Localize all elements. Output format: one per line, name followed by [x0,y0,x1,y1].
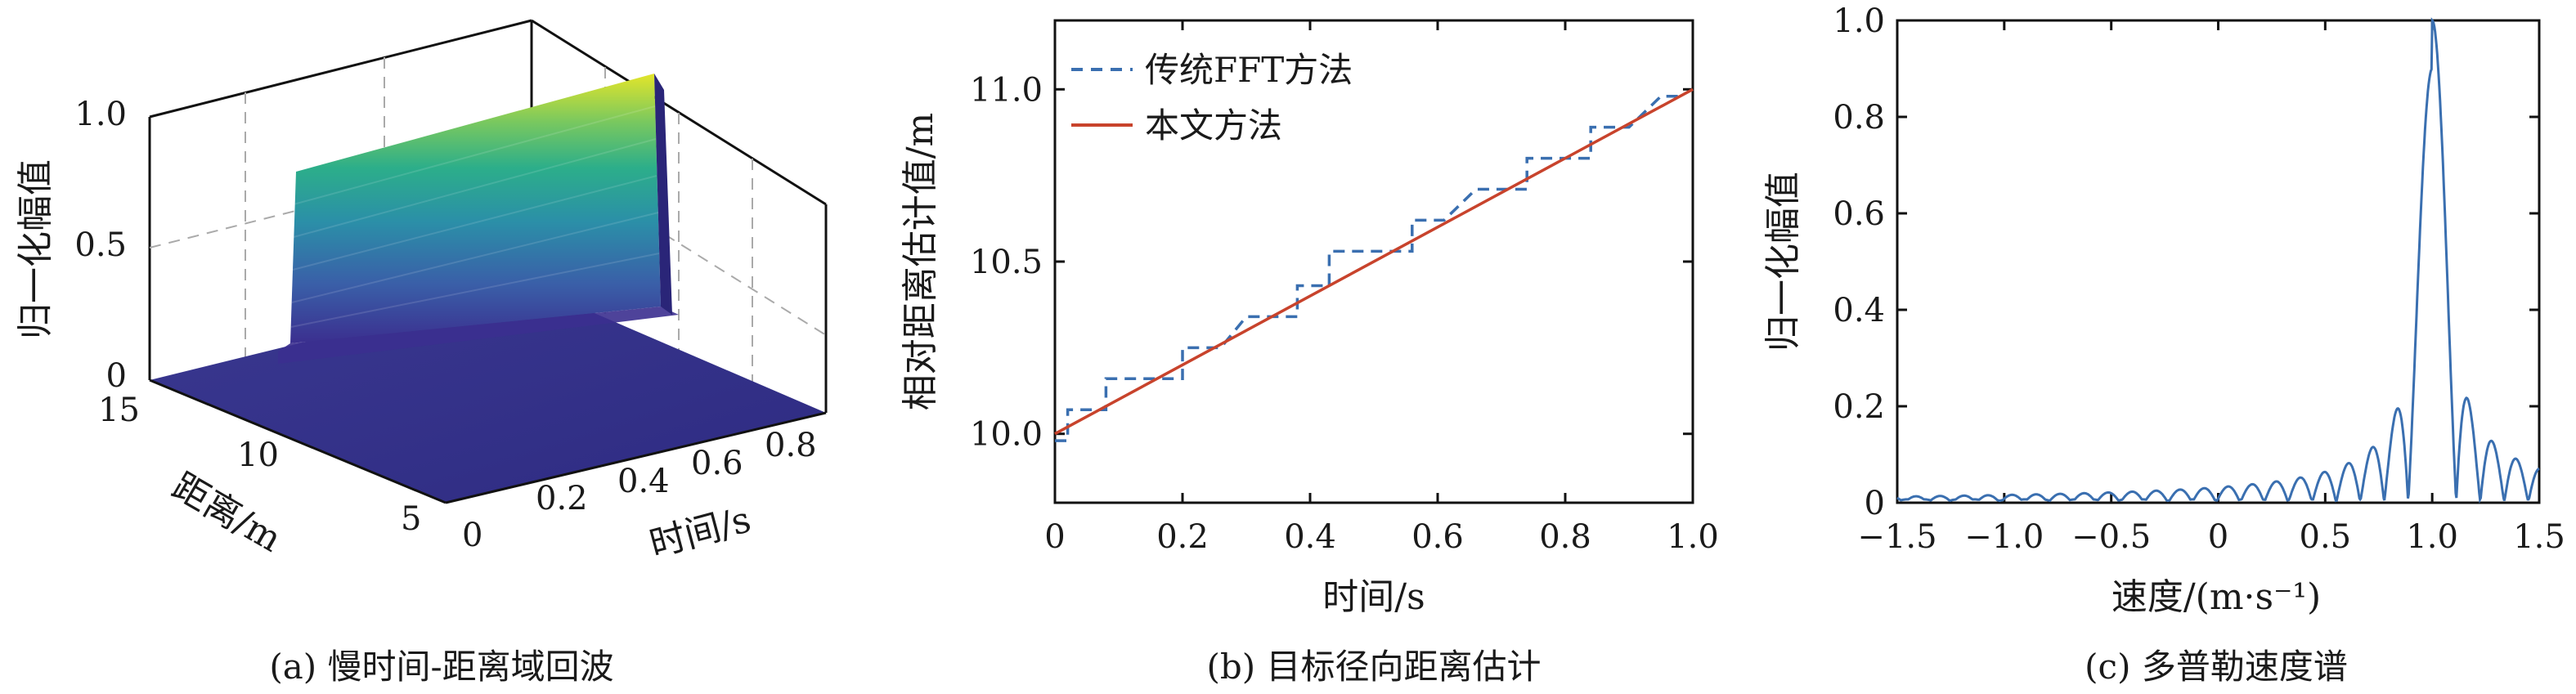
b-y-tick-label: 10.5 [970,244,1043,281]
series-proposed-line [1054,87,1694,436]
x-axis-title: 时间/s [645,499,755,566]
b-x-tick-label: 0.8 [1539,518,1591,556]
series-fft-line [1055,94,1681,442]
x-tick-04: 0.4 [617,463,670,500]
b-x-tick-label: 0.2 [1156,518,1209,556]
b-y-tick-label: 10.0 [970,416,1043,454]
c-y-tick-label: 0 [1865,485,1885,522]
c-x-axis-title: 速度/(m·s⁻¹) [2112,576,2321,618]
surface-peak [278,74,679,364]
panel-c-doppler-spectrum: −1.5 −1.0 −0.5 0 0.5 1.0 1.5 0 0.2 0.4 0.6 0.8 1.0 速… [1762,2,2565,687]
b-x-tick-label: 0 [1044,518,1065,556]
c-x-tick-label: −1.5 [1857,518,1936,556]
y-tick-5: 5 [401,500,421,538]
b-series [1054,87,1694,442]
c-y-tick-label: 0.8 [1833,99,1885,137]
c-y-tick-label: 1.0 [1833,2,1885,40]
y-tick-15: 15 [98,392,140,429]
c-x-tick-label: 0 [2208,518,2228,556]
c-x-tick-label: −1.0 [1964,518,2044,556]
plot-frame-c [1896,19,2541,504]
c-y-tick-label: 0.4 [1833,292,1885,329]
z-axis-title: 归一化幅值 [15,159,56,339]
c-x-tick-label: 1.0 [2406,518,2458,556]
c-x-tick-label: 1.5 [2513,518,2565,556]
panel-b-range-estimate: 0 0.2 0.4 0.6 0.8 1.0 10.0 10.5 11.0 时间/s 相对距离估计… [900,19,1719,687]
b-x-tick-label: 0.6 [1411,518,1464,556]
caption-a: (a) 慢时间-距离域回波 [269,647,613,687]
c-y-tick-label: 0.2 [1833,388,1885,426]
x-tick-06: 0.6 [691,445,743,482]
c-series [1896,17,2540,504]
caption-b: (b) 目标径向距离估计 [1206,647,1541,687]
b-x-tick-label: 1.0 [1667,518,1719,556]
c-x-tick-label: 0.5 [2300,518,2352,556]
c-ticks [1896,19,2541,504]
c-x-tick-label: −0.5 [2071,518,2151,556]
legend-label-proposed: 本文方法 [1145,105,1282,146]
legend-label-fft: 传统FFT方法 [1145,50,1353,90]
caption-c: (c) 多普勒速度谱 [2085,647,2348,687]
z-tick-2: 0.5 [74,226,127,264]
legend-b: 传统FFT方法 本文方法 [1071,50,1353,146]
z-tick-3: 0 [106,357,127,395]
b-tick-labels: 0 0.2 0.4 0.6 0.8 1.0 10.0 10.5 11.0 [970,71,1719,556]
b-y-tick-label: 11.0 [970,71,1043,109]
y-tick-10: 10 [237,437,279,474]
series-doppler-spectrum [1896,17,2540,504]
z-tick-labels: 1.0 0.5 0 [74,96,127,395]
b-y-axis-title: 相对距离估计值/m [900,113,941,411]
z-tick-1: 1.0 [74,96,127,133]
x-tick-labels: 0 0.2 0.4 0.6 0.8 [462,427,817,554]
panel-a-surface-plot: 1.0 0.5 0 归一化幅值 15 10 5 距离/m 0 0.2 0.4 0… [15,19,828,687]
b-x-axis-title: 时间/s [1322,576,1425,618]
x-tick-02: 0.2 [536,480,588,517]
x-tick-0: 0 [462,517,482,554]
b-x-tick-label: 0.4 [1284,518,1336,556]
c-y-axis-title: 归一化幅值 [1762,172,1804,351]
y-tick-labels: 15 10 5 [98,392,421,538]
x-tick-08: 0.8 [765,427,817,464]
y-axis-title: 距离/m [165,465,289,560]
c-y-tick-label: 0.6 [1833,195,1885,233]
axes-front-edges [149,378,827,504]
c-tick-labels: −1.5 −1.0 −0.5 0 0.5 1.0 1.5 0 0.2 0.4 0.6 0.8 1.0 [1833,2,2565,556]
